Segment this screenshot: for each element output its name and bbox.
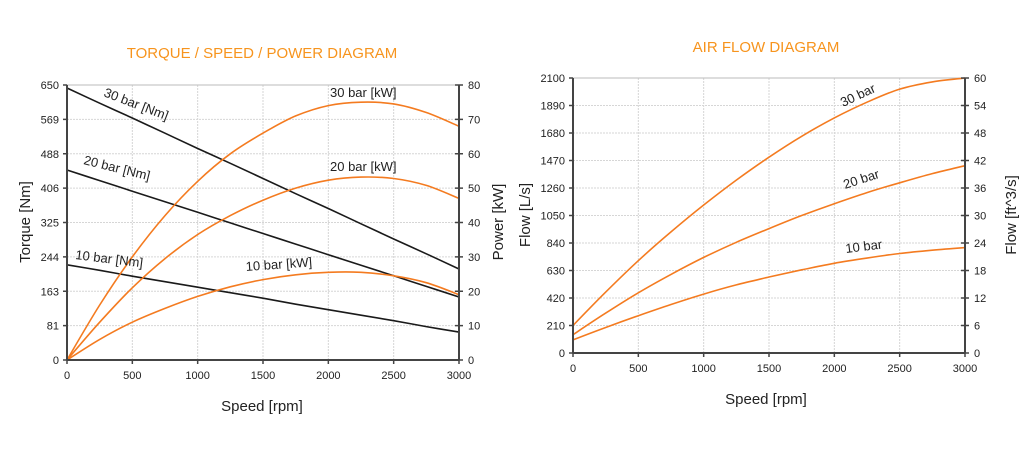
y-tick-label: 1260 — [541, 183, 565, 195]
y-tick-label: 488 — [41, 149, 59, 161]
series-lines — [66, 87, 460, 361]
y2-tick-label: 10 — [468, 321, 480, 333]
y2-tick-label: 0 — [468, 355, 474, 367]
x-tick-label: 500 — [123, 370, 141, 382]
x-tick-label: 1000 — [691, 363, 715, 375]
y-tick-label: 163 — [41, 286, 59, 298]
chart-title: TORQUE / SPEED / POWER DIAGRAM — [127, 45, 398, 62]
y-tick-label: 406 — [41, 183, 59, 195]
y-tick-label: 1470 — [541, 156, 565, 168]
y-tick-label: 420 — [547, 293, 565, 305]
y-tick-label: 840 — [547, 238, 565, 250]
y2-tick-label: 54 — [974, 101, 986, 113]
air-flow-chart: AIR FLOW DIAGRAM 0 500 1000 1500 2000 2500 300… — [517, 39, 1020, 408]
y2-tick-label: 60 — [468, 149, 480, 161]
x-tick-label: 500 — [629, 363, 647, 375]
y2-tick-label: 12 — [974, 293, 986, 305]
y-tick-label: 630 — [547, 266, 565, 278]
series-line-30-bar-kw — [66, 101, 460, 361]
y-tick-label: 1680 — [541, 128, 565, 140]
y-tick-label: 81 — [47, 321, 59, 333]
x-tick-label: 0 — [570, 363, 576, 375]
x-axis-label: Speed [rpm] — [221, 398, 303, 415]
tick-labels: 0 500 1000 1500 2000 2500 30000210420630840105… — [541, 73, 987, 375]
series-line-30-bar-nm — [66, 87, 460, 270]
y-tick-label: 210 — [547, 321, 565, 333]
y2-tick-label: 30 — [468, 252, 480, 264]
y2-tick-label: 18 — [974, 266, 986, 278]
grid — [573, 77, 965, 353]
y-tick-label: 650 — [41, 80, 59, 92]
series-line-10-bar — [572, 246, 966, 341]
y2-tick-label: 40 — [468, 218, 480, 230]
y-axis-label: Torque [Nm] — [17, 181, 34, 263]
y2-tick-label: 70 — [468, 114, 480, 126]
y-tick-label: 0 — [559, 348, 565, 360]
y2-tick-label: 30 — [974, 211, 986, 223]
series-lines — [572, 77, 966, 341]
y-tick-label: 244 — [41, 252, 59, 264]
y2-tick-label: 6 — [974, 321, 980, 333]
y-tick-label: 569 — [41, 114, 59, 126]
axes — [569, 77, 969, 357]
torque-speed-power-chart: TORQUE / SPEED / POWER DIAGRAM 0 500 1000 1… — [17, 45, 507, 415]
x-axis-label: Speed [rpm] — [725, 391, 807, 408]
y2-tick-label: 20 — [468, 286, 480, 298]
x-tick-label: 2500 — [381, 370, 405, 382]
x-tick-label: 2000 — [316, 370, 340, 382]
x-tick-label: 2500 — [887, 363, 911, 375]
y2-tick-label: 42 — [974, 156, 986, 168]
chart-title: AIR FLOW DIAGRAM — [693, 39, 840, 56]
x-tick-label: 1500 — [251, 370, 275, 382]
x-tick-label: 0 — [64, 370, 70, 382]
series-line-10-bar-nm — [66, 264, 460, 333]
y2-axis-label: Flow [ft^3/s] — [1003, 175, 1020, 255]
curve-label-30bar-nm: 30 bar [Nm] — [102, 85, 171, 123]
series-line-20-bar — [572, 164, 966, 336]
curve-label-10bar: 10 bar — [845, 237, 884, 256]
tick-labels: 0 500 1000 1500 2000 2500 30000811632443254064… — [41, 80, 481, 382]
y2-tick-label: 80 — [468, 80, 480, 92]
series-line-30-bar — [572, 77, 966, 327]
series-line-20-bar-kw — [66, 176, 460, 361]
x-tick-label: 2000 — [822, 363, 846, 375]
y-axis-label: Flow [L/s] — [517, 183, 534, 247]
curve-label-10bar-kw: 10 bar [kW] — [245, 254, 312, 274]
y2-axis-label: Power [kW] — [490, 184, 507, 261]
curve-label-20bar-kw: 20 bar [kW] — [330, 159, 396, 174]
x-tick-label: 1000 — [185, 370, 209, 382]
x-tick-label: 3000 — [953, 363, 977, 375]
y-tick-label: 2100 — [541, 73, 565, 85]
y2-tick-label: 50 — [468, 183, 480, 195]
y2-tick-label: 48 — [974, 128, 986, 140]
curve-label-10bar-nm: 10 bar [Nm] — [75, 247, 144, 270]
y-tick-label: 1890 — [541, 101, 565, 113]
axes — [63, 84, 463, 364]
y-tick-label: 1050 — [541, 211, 565, 223]
y2-tick-label: 0 — [974, 348, 980, 360]
y2-tick-label: 36 — [974, 183, 986, 195]
curve-labels: 30 bar 20 bar 10 bar — [838, 80, 884, 256]
x-tick-label: 3000 — [447, 370, 471, 382]
y2-tick-label: 60 — [974, 73, 986, 85]
grid — [67, 84, 459, 360]
y-tick-label: 0 — [53, 355, 59, 367]
curve-label-30bar-kw: 30 bar [kW] — [330, 85, 396, 100]
series-line-10-bar-kw — [66, 271, 460, 361]
y2-tick-label: 24 — [974, 238, 986, 250]
y-tick-label: 325 — [41, 218, 59, 230]
x-tick-label: 1500 — [757, 363, 781, 375]
